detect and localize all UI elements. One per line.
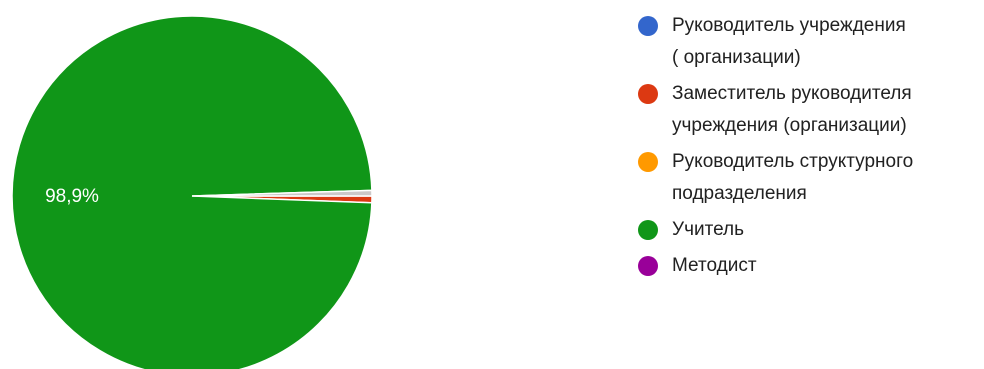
legend-label: Руководитель учреждения ( организации) xyxy=(672,15,906,68)
legend-item-rukovoditel-strukturnogo[interactable]: Руководитель структурного подразделения xyxy=(636,146,913,210)
legend-label: Руководитель структурного подразделения xyxy=(672,151,914,204)
legend-label: Заместитель руководителя учреждения (орг… xyxy=(672,83,912,136)
chart-legend: Руководитель учреждения ( организации) З… xyxy=(636,10,913,286)
legend-swatch-purple xyxy=(638,256,658,276)
legend-swatch-green xyxy=(638,220,658,240)
pie-slice-3[interactable] xyxy=(11,15,373,369)
slice-percent-label: 98,9% xyxy=(45,186,99,207)
legend-label: Методист xyxy=(672,255,757,276)
legend-swatch-red xyxy=(638,84,658,104)
legend-label: Учитель xyxy=(672,219,744,240)
legend-item-zamestitel-rukovoditelya[interactable]: Заместитель руководителя учреждения (орг… xyxy=(636,78,913,142)
legend-swatch-blue xyxy=(638,16,658,36)
legend-item-metodist[interactable]: Методист xyxy=(636,250,913,282)
pie-slice-5[interactable] xyxy=(191,189,373,197)
legend-item-rukovoditel-uchrezhdeniya[interactable]: Руководитель учреждения ( организации) xyxy=(636,10,913,74)
legend-item-uchitel[interactable]: Учитель xyxy=(636,214,913,246)
legend-swatch-orange xyxy=(638,152,658,172)
